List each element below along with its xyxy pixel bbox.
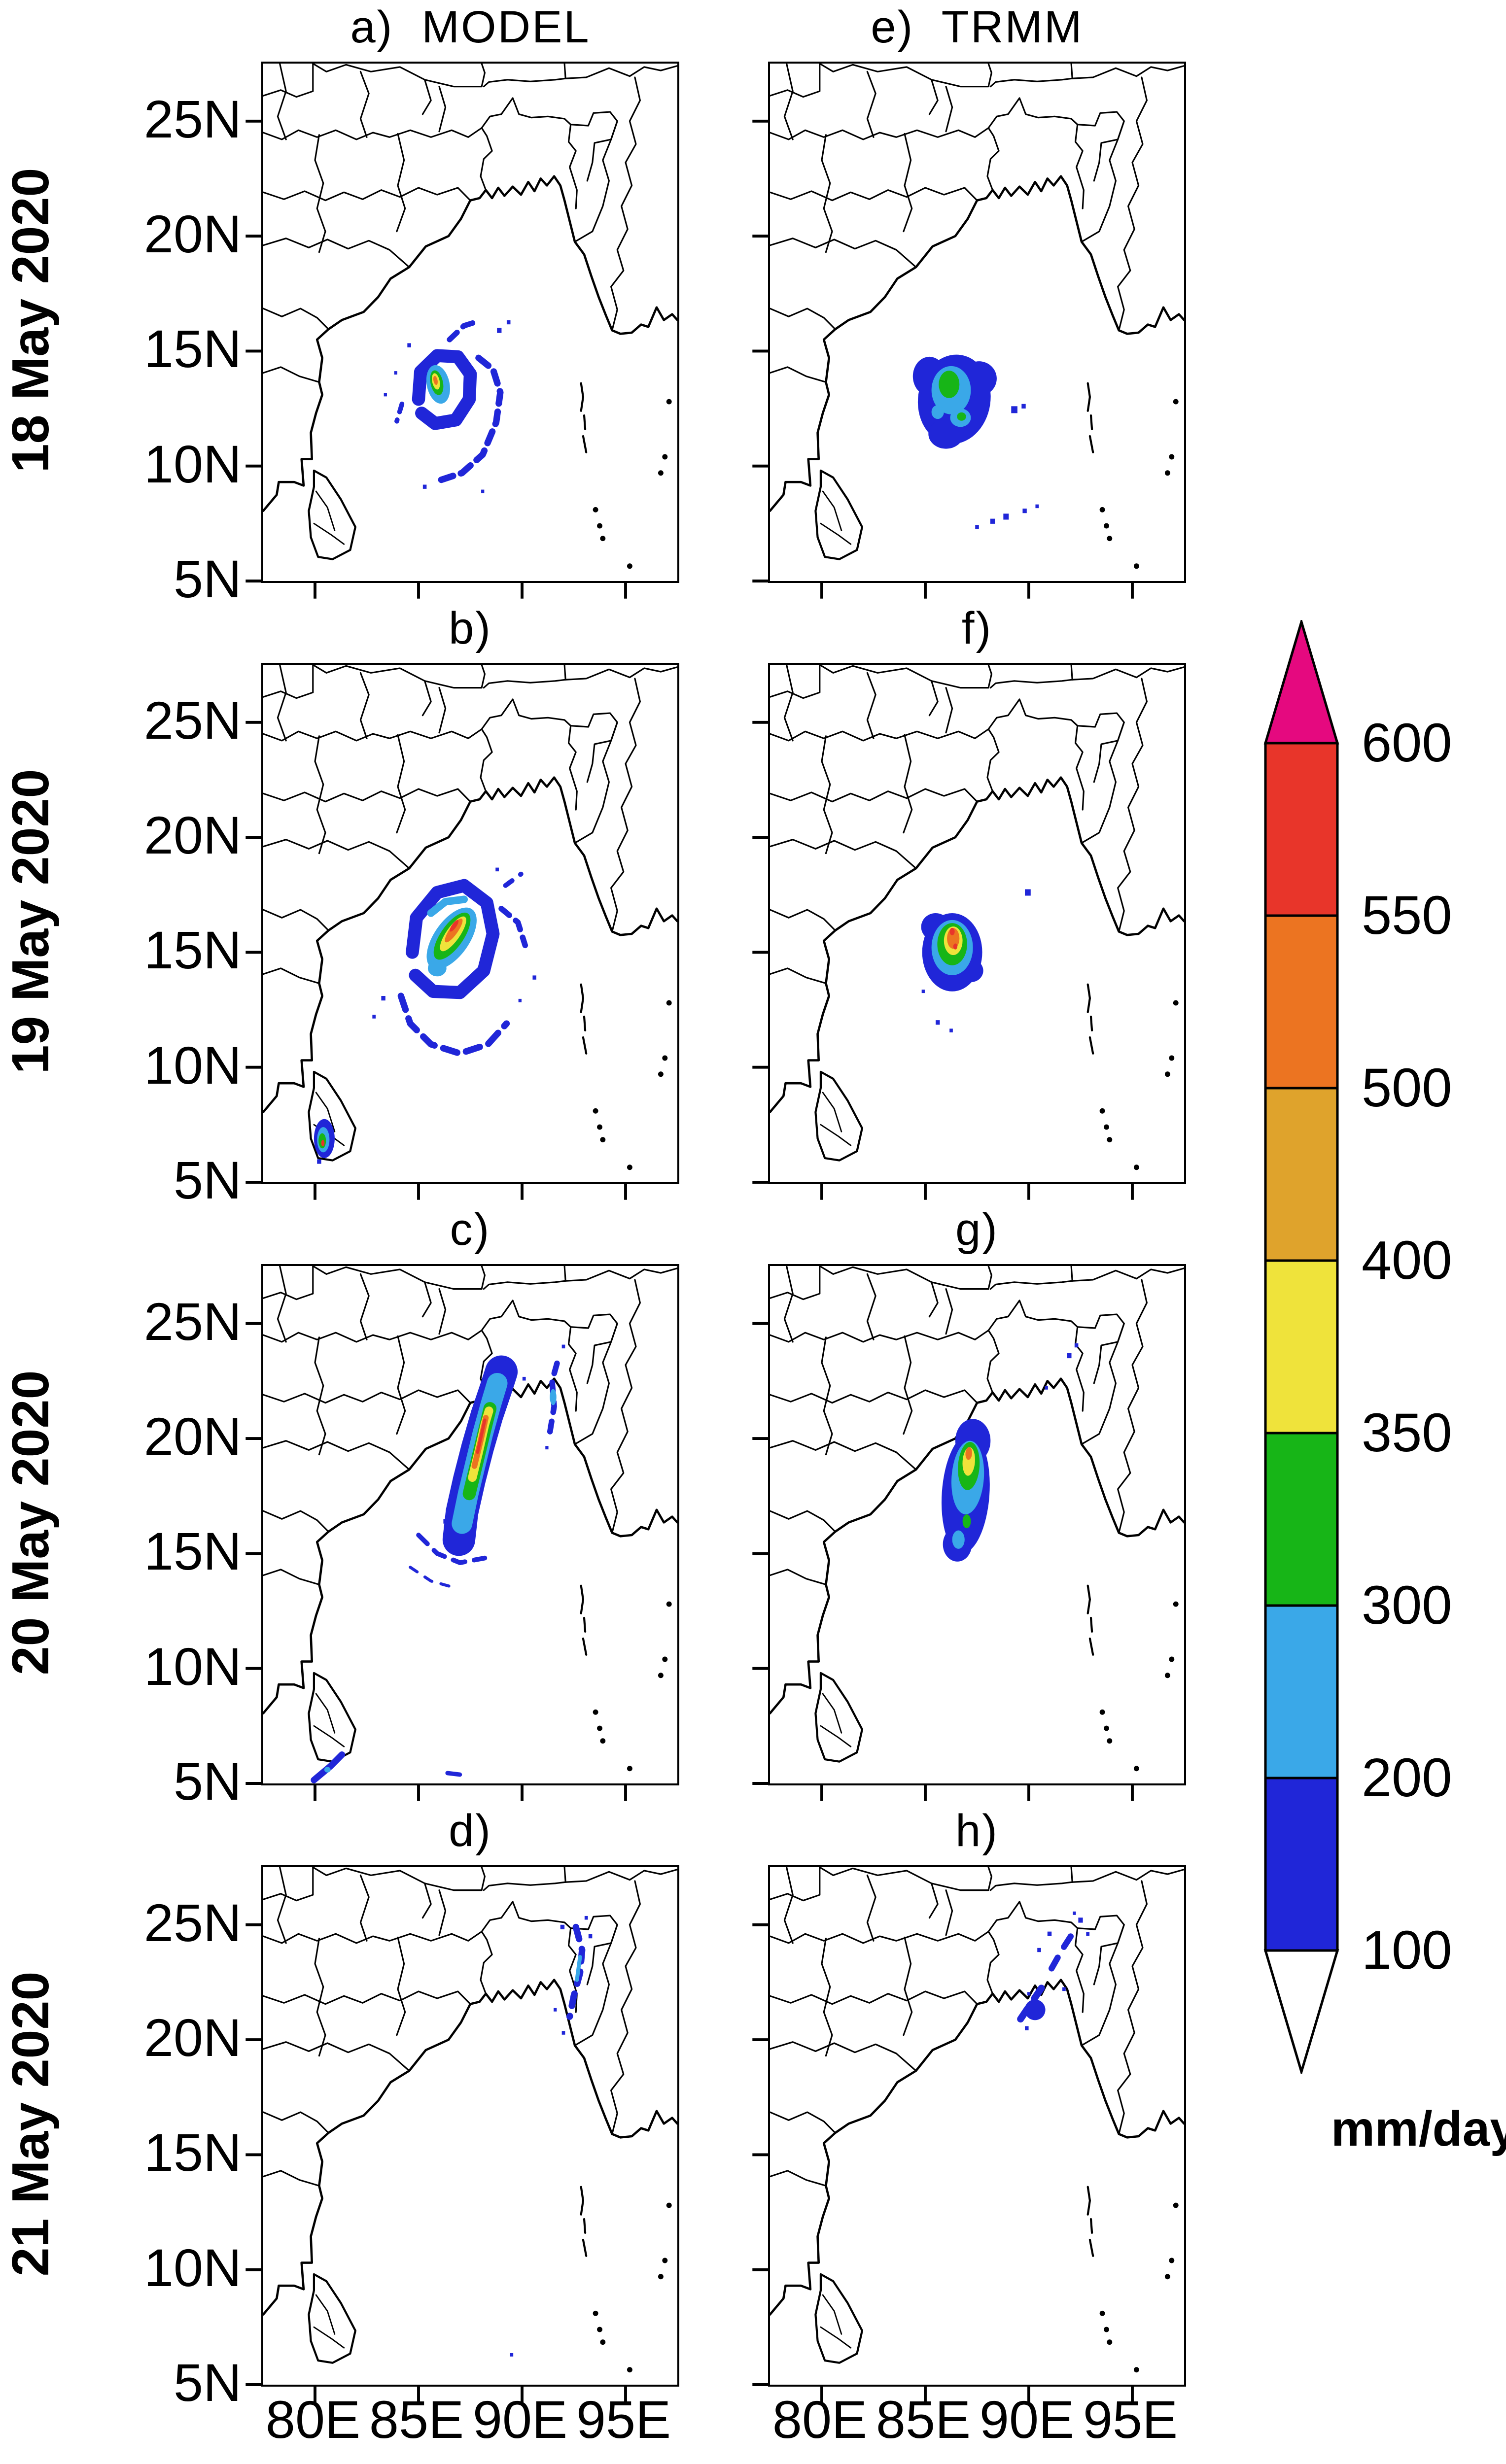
colorbar-tick-label: 300 [1362, 1575, 1452, 1636]
y-tick-label: 25N [143, 89, 242, 149]
panel-b: b) [245, 606, 679, 1200]
y-tick-label: 15N [143, 319, 242, 379]
map-e-trmm-18may [752, 62, 1186, 599]
y-tick-label: 5N [173, 1150, 242, 1210]
panel-g: g) [752, 1207, 1186, 1801]
map-a-model-18may [245, 62, 679, 599]
y-tick-label: 10N [143, 434, 242, 494]
panel-g-title: g) [955, 1204, 999, 1255]
y-tick-label: 10N [143, 2237, 242, 2297]
x-tick-label: 85E [369, 2390, 464, 2449]
x-tick-label: 80E [265, 2390, 361, 2449]
y-tick-label: 15N [143, 920, 242, 980]
x-tick-label: 90E [979, 2390, 1075, 2449]
x-tick-label: 95E [576, 2390, 671, 2449]
colorbar [1263, 620, 1339, 2074]
panel-e-title: e) TRMM [871, 2, 1084, 52]
y-tick-label: 20N [143, 204, 242, 264]
colorbar-unit-label: mm/day [1331, 2101, 1506, 2156]
colorbar-tick-label: 100 [1362, 1920, 1452, 1981]
map-f-trmm-19may [752, 663, 1186, 1200]
map-g-trmm-20may [752, 1264, 1186, 1801]
row-date-label-18may: 18 May 2020 [1, 168, 60, 473]
y-tick-label: 5N [173, 549, 242, 609]
panel-d: d) [245, 1808, 679, 2402]
row-date-label-21may: 21 May 2020 [1, 1971, 60, 2277]
panel-c: c) [245, 1207, 679, 1801]
row-date-label-19may: 19 May 2020 [1, 769, 60, 1074]
panel-h: h) [752, 1808, 1186, 2402]
colorbar-tick-label: 350 [1362, 1403, 1452, 1463]
y-tick-label: 20N [143, 805, 242, 865]
y-tick-label: 25N [143, 690, 242, 750]
y-tick-label: 25N [143, 1291, 242, 1351]
colorbar-tick-label: 500 [1362, 1058, 1452, 1118]
colorbar-tick-label: 200 [1362, 1747, 1452, 1808]
y-tick-label: 10N [143, 1636, 242, 1696]
x-tick-label: 90E [472, 2390, 568, 2449]
y-tick-label: 15N [143, 1521, 242, 1581]
panel-a-title: a) MODEL [350, 2, 591, 52]
y-tick-label: 15N [143, 2122, 242, 2183]
x-tick-label: 95E [1083, 2390, 1178, 2449]
panel-a: a) MODEL [245, 4, 679, 599]
y-tick-label: 5N [173, 2353, 242, 2412]
colorbar-tick-label: 400 [1362, 1230, 1452, 1291]
panel-f-title: f) [961, 603, 993, 653]
y-tick-label: 20N [143, 2008, 242, 2067]
y-tick-label: 20N [143, 1406, 242, 1466]
panel-e: e) TRMM [752, 4, 1186, 599]
colorbar-tick-label: 600 [1362, 713, 1452, 773]
y-tick-label: 25N [143, 1892, 242, 1952]
map-d-model-21may [245, 1865, 679, 2402]
colorbar-tick-label: 550 [1362, 885, 1452, 946]
panel-b-title: b) [449, 603, 492, 653]
x-tick-label: 85E [876, 2390, 971, 2449]
panel-c-title: c) [450, 1204, 491, 1255]
map-c-model-20may [245, 1264, 679, 1801]
y-tick-label: 5N [173, 1751, 242, 1811]
map-h-trmm-21may [752, 1865, 1186, 2402]
y-tick-label: 10N [143, 1035, 242, 1095]
panel-d-title: d) [449, 1806, 492, 1856]
row-date-label-20may: 20 May 2020 [1, 1370, 60, 1676]
panel-f: f) [752, 606, 1186, 1200]
x-tick-label: 80E [772, 2390, 868, 2449]
panel-h-title: h) [955, 1806, 999, 1856]
map-b-model-19may [245, 663, 679, 1200]
